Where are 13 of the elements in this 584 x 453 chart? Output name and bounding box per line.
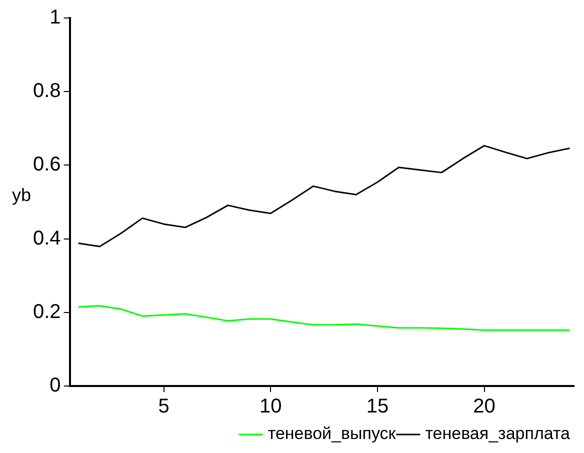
y-tick-label: 0.2	[32, 300, 61, 323]
x-tick-label: 20	[473, 396, 496, 418]
x-tick-label: 5	[158, 396, 170, 418]
legend-label: теневая_зарплата	[425, 424, 571, 444]
x-tick-label: 10	[260, 396, 282, 418]
legend-label: теневой_выпуск	[268, 424, 396, 444]
y-tick-label: 0.8	[32, 80, 61, 102]
y-axis-title: yb	[12, 184, 32, 205]
y-tick-label: 0.4	[32, 227, 61, 250]
y-tick-label: 0	[50, 374, 61, 397]
x-tick-label: 15	[366, 396, 389, 418]
y-tick-label: 1	[50, 6, 61, 29]
y-tick-label: 0.6	[32, 154, 61, 176]
